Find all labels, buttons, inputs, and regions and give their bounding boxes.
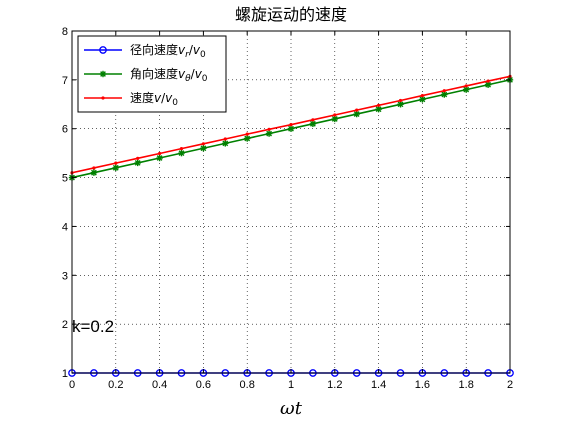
series-layer	[68, 74, 514, 377]
data-point	[90, 169, 98, 176]
legend-swatch-marker	[101, 96, 105, 100]
data-point	[289, 123, 293, 127]
y-tick-label: 5	[62, 173, 68, 185]
data-point	[244, 135, 251, 142]
legend-entry: 速度v/v0	[84, 90, 178, 108]
data-point	[331, 115, 338, 123]
data-point	[375, 105, 382, 113]
x-tick-label: 0.4	[152, 379, 167, 391]
data-point	[179, 147, 184, 151]
legend: 径向速度vr/v0 角向速度vθ/v0 速度v/v0	[77, 35, 227, 113]
y-tick-label: 2	[62, 319, 68, 331]
data-point	[441, 91, 448, 98]
legend-swatch-marker	[99, 46, 107, 54]
data-point	[311, 118, 315, 122]
data-point	[333, 113, 337, 117]
y-tick-label: 4	[62, 221, 68, 233]
x-tick-label: 2	[507, 379, 513, 391]
x-tick-label: 1.6	[415, 379, 430, 391]
x-tick-labels: 0 0.2 0.4 0.6 0.8 1 1.2 1.4 1.6 1.8 2	[69, 379, 513, 391]
x-tick-label: 1.2	[327, 379, 342, 391]
y-tick-label: 1	[62, 368, 68, 380]
data-point	[136, 156, 140, 160]
x-tick-label: 1	[288, 379, 294, 391]
data-point	[201, 142, 205, 146]
data-point	[245, 132, 249, 136]
data-point	[309, 120, 317, 128]
data-point	[134, 159, 141, 167]
data-point	[92, 166, 96, 170]
x-tick-label: 0.6	[196, 379, 211, 391]
data-point	[158, 151, 162, 156]
data-point	[200, 145, 207, 152]
annotation-k: k=0.2	[72, 317, 114, 336]
legend-label: 角向速度vθ/v0	[130, 66, 208, 84]
legend-swatch-marker	[99, 70, 107, 78]
x-tick-label: 0	[69, 379, 75, 391]
legend-entry: 角向速度vθ/v0	[84, 66, 208, 84]
data-point	[156, 154, 163, 162]
ticks	[71, 30, 511, 374]
data-point	[223, 137, 227, 141]
chart-title: 螺旋运动的速度	[235, 5, 347, 24]
legend-label: 径向速度vr/v0	[130, 42, 206, 60]
data-point	[442, 89, 446, 93]
data-point	[464, 84, 468, 88]
y-tick-label: 7	[62, 75, 68, 87]
y-tick-label: 6	[62, 124, 68, 136]
x-tick-label: 0.2	[108, 379, 123, 391]
y-tick-labels: 1 2 3 4 5 6 7 8	[62, 26, 68, 380]
data-point	[397, 101, 404, 108]
x-tick-label: 1.8	[459, 379, 474, 391]
data-point	[265, 130, 273, 137]
data-point	[353, 110, 360, 118]
data-point	[267, 127, 271, 131]
x-tick-label: 0.8	[240, 379, 255, 391]
data-point	[355, 108, 359, 112]
data-point	[287, 125, 295, 132]
y-tick-label: 8	[62, 26, 68, 38]
data-point	[420, 93, 424, 98]
legend-entry: 径向速度vr/v0	[84, 42, 206, 60]
x-axis-label: ωt	[280, 398, 303, 419]
data-point	[377, 103, 381, 107]
legend-label: 速度v/v0	[130, 90, 178, 108]
data-point	[486, 79, 490, 83]
data-point	[114, 161, 118, 165]
data-point	[178, 149, 185, 157]
data-point	[222, 140, 229, 147]
data-point	[419, 96, 426, 103]
data-point	[398, 98, 403, 103]
data-point	[463, 86, 470, 93]
x-tick-label: 1.4	[371, 379, 386, 391]
y-tick-label: 3	[62, 270, 68, 282]
data-point	[112, 164, 119, 171]
